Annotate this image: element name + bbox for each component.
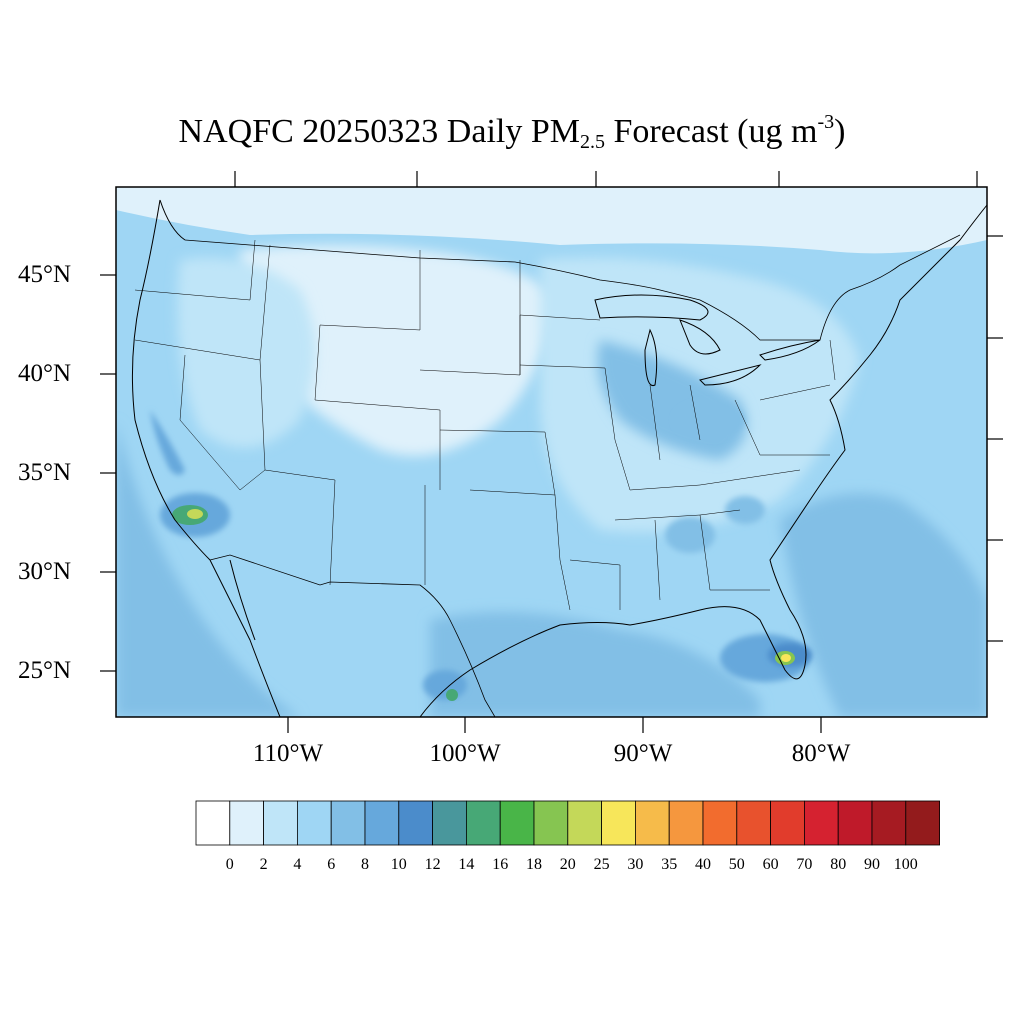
colorbar-cell <box>330 800 366 846</box>
colorbar-tick-label: 25 <box>593 856 610 873</box>
lat-label-45: 45°N <box>18 261 72 288</box>
colorbar-cell <box>837 800 873 846</box>
colorbar-tick-label: 20 <box>559 856 576 873</box>
colorbar-tick-label: 80 <box>830 856 847 873</box>
colorbar-tick-label: 10 <box>390 856 407 873</box>
lon-label-100: 100°W <box>429 740 501 767</box>
colorbar-cell <box>871 800 907 846</box>
pm25-field <box>116 187 987 717</box>
colorbar-cell <box>398 800 433 846</box>
colorbar-tick-label: 14 <box>458 856 475 873</box>
colorbar-cell <box>499 800 535 846</box>
colorbar-cell <box>296 800 332 846</box>
colorbar-cell <box>635 800 670 846</box>
colorbar-cell <box>668 800 704 846</box>
lat-label-25: 25°N <box>18 657 72 684</box>
colorbar-tick-label: 30 <box>627 856 644 873</box>
colorbar-tick-label: 70 <box>796 856 813 873</box>
colorbar-tick-label: 16 <box>492 856 509 873</box>
colorbar-tick-label: 0 <box>225 856 234 873</box>
colorbar-tick-label: 50 <box>728 856 745 873</box>
lon-label-80: 80°W <box>791 740 851 767</box>
lat-label-35: 35°N <box>18 459 72 486</box>
colorbar-tick-label: 60 <box>762 856 779 873</box>
colorbar-cell <box>567 800 602 846</box>
colorbar-cell <box>263 800 298 846</box>
colorbar-cell <box>736 800 771 846</box>
colorbar-cell <box>195 800 231 846</box>
colorbar-cell <box>229 800 265 846</box>
lat-label-30: 30°N <box>18 558 72 585</box>
lon-label-110: 110°W <box>252 740 324 767</box>
colorbar-cell <box>432 800 467 846</box>
map-title: NAQFC 20250323 Daily PM2.5 Forecast (ug … <box>178 111 846 153</box>
colorbar-cell <box>465 800 501 846</box>
colorbar-tick-label: 100 <box>893 856 918 873</box>
colorbar-tick-label: 40 <box>695 856 711 873</box>
colorbar-cell <box>601 800 636 846</box>
colorbar-tick-label: 4 <box>293 856 302 873</box>
colorbar-cell <box>770 800 805 846</box>
colorbar-cell <box>804 800 839 846</box>
colorbar-tick-label: 8 <box>361 856 369 873</box>
colorbar-tick-label: 2 <box>259 856 268 873</box>
colorbar-cell <box>905 800 940 846</box>
colorbar-tick-label: 12 <box>424 856 441 873</box>
lon-label-90: 90°W <box>613 740 673 767</box>
colorbar-tick-label: 35 <box>661 856 678 873</box>
colorbar-cell <box>364 800 400 846</box>
colorbar-cell <box>702 800 738 846</box>
colorbar-tick-label: 18 <box>526 856 542 873</box>
colorbar-cell <box>533 800 569 846</box>
lat-label-40: 40°N <box>18 360 72 387</box>
colorbar-tick-label: 90 <box>864 856 880 873</box>
colorbar-tick-label: 6 <box>327 856 336 873</box>
